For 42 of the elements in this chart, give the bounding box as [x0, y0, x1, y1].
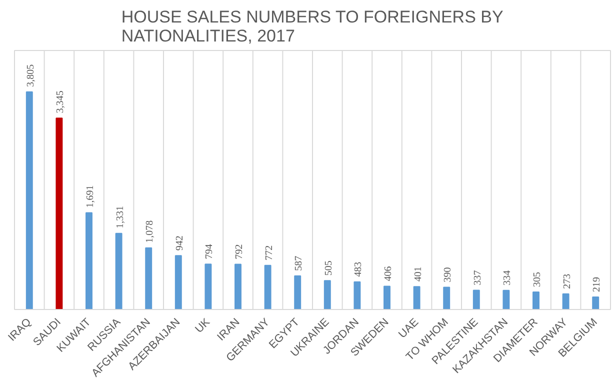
bar: [26, 91, 33, 310]
bar: [204, 264, 212, 310]
bar: [86, 212, 92, 310]
bar: [115, 232, 122, 310]
data-label: 337: [472, 270, 484, 286]
data-label: 1,331: [114, 206, 126, 228]
bar: [532, 292, 540, 310]
bar: [502, 290, 510, 310]
data-label: 3,345: [55, 90, 66, 114]
data-label: 219: [592, 276, 603, 292]
data-label: 505: [323, 260, 334, 276]
bar: [472, 290, 480, 310]
bar: [413, 286, 420, 310]
data-label: 1,078: [144, 220, 156, 243]
data-label: 792: [234, 244, 245, 260]
data-label: 483: [353, 262, 364, 277]
bar: [443, 286, 450, 310]
bar: [145, 247, 152, 310]
bar: [562, 293, 570, 310]
bar: [264, 264, 272, 310]
data-label: 334: [502, 270, 514, 286]
data-label: 3,805: [25, 64, 36, 87]
data-label: 772: [264, 245, 275, 260]
data-label: 587: [294, 256, 305, 271]
bar: [174, 255, 182, 310]
data-label: 942: [174, 236, 186, 251]
bar: [324, 280, 331, 310]
bar: [56, 118, 63, 310]
bar: [384, 286, 390, 310]
data-label: 1,691: [85, 185, 96, 208]
bar: [354, 281, 361, 310]
bar: [234, 264, 242, 310]
data-label: 305: [532, 272, 543, 288]
data-label: 401: [412, 266, 424, 282]
bar: [592, 296, 600, 310]
chart-title: HOUSE SALES NUMBERS TO FOREIGNERS BY NATIONALITIES, 2017: [121, 8, 504, 46]
data-label: 273: [562, 274, 573, 289]
data-label: 794: [204, 244, 216, 260]
bar: [294, 275, 302, 310]
data-label: 406: [383, 266, 394, 282]
x-tick-label: UK: [193, 316, 213, 336]
data-label: 390: [442, 267, 454, 282]
